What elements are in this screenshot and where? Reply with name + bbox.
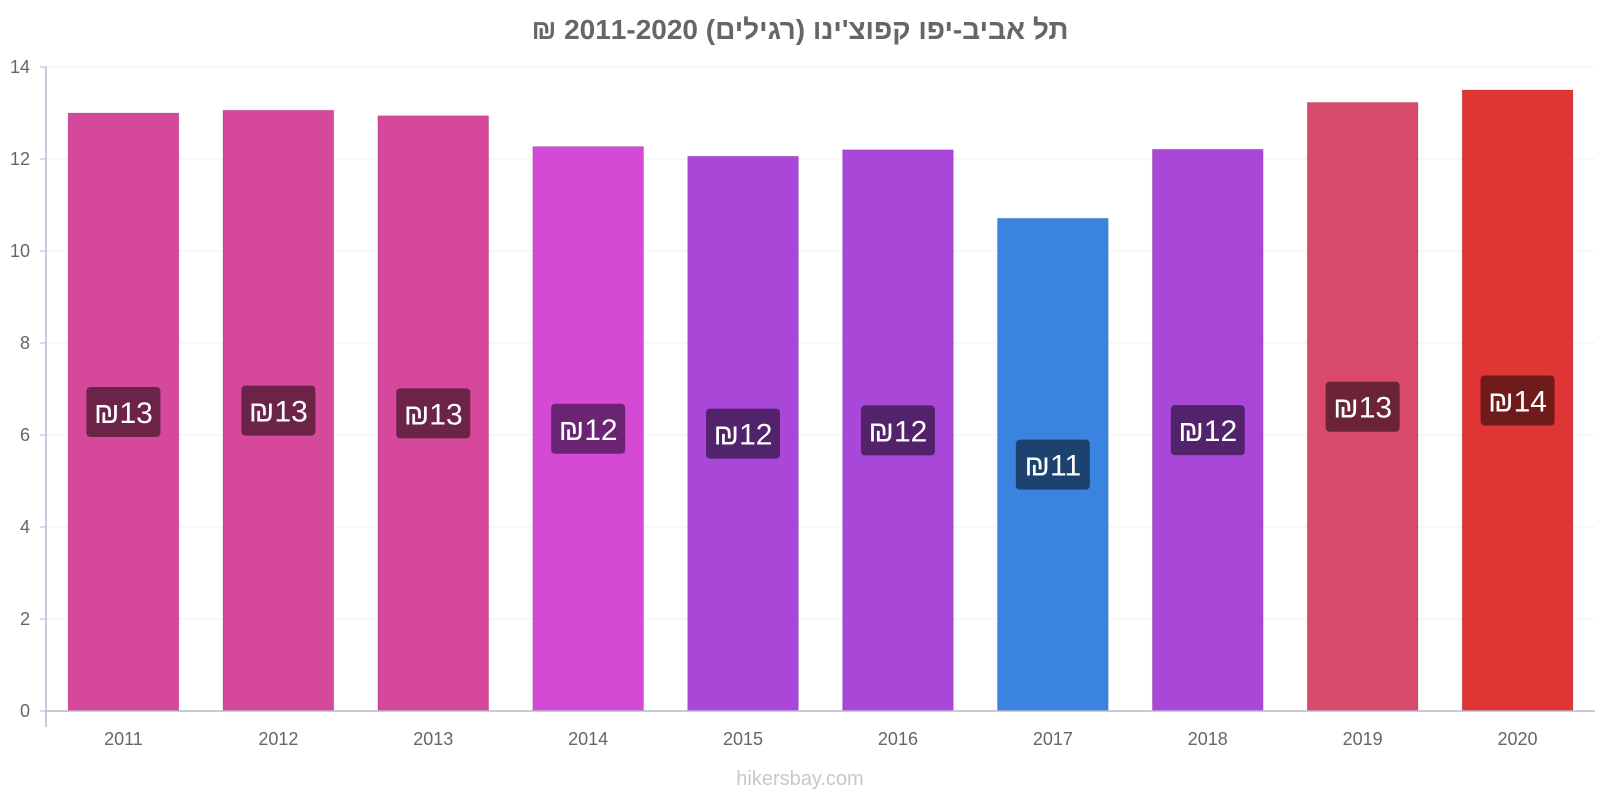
y-tick-label: 0 bbox=[20, 701, 30, 721]
data-label-box bbox=[860, 405, 935, 456]
x-tick-label: 2020 bbox=[1498, 729, 1538, 749]
data-label: ₪13 bbox=[404, 398, 463, 431]
x-tick-label: 2019 bbox=[1343, 729, 1383, 749]
data-label: ₪11 bbox=[1025, 450, 1082, 483]
x-tick-label: 2013 bbox=[413, 729, 453, 749]
data-label-box bbox=[1480, 375, 1555, 426]
x-tick-label: 2014 bbox=[568, 729, 608, 749]
y-tick-label: 6 bbox=[20, 425, 30, 445]
data-label-box bbox=[551, 403, 626, 454]
data-label: ₪13 bbox=[1333, 392, 1392, 425]
y-tick-label: 8 bbox=[20, 333, 30, 353]
data-label: ₪12 bbox=[1178, 415, 1237, 448]
y-tick-label: 12 bbox=[10, 149, 30, 169]
chart-title: תל אביב-יפו קפוצ'ינו (רגילים) 2011-2020 … bbox=[531, 14, 1069, 45]
data-label-box bbox=[1170, 405, 1245, 456]
data-label: ₪14 bbox=[1488, 386, 1547, 419]
data-label: ₪13 bbox=[249, 396, 308, 429]
watermark-text: hikersbay.com bbox=[736, 768, 864, 790]
data-label-box bbox=[86, 387, 161, 437]
y-tick-label: 14 bbox=[10, 57, 30, 77]
data-label: ₪12 bbox=[714, 419, 773, 452]
x-tick-label: 2015 bbox=[723, 729, 763, 749]
bar-value-labels: ₪13 ₪13 ₪13 ₪12 ₪12 ₪12 ₪11 ₪12 ₪13 ₪14 bbox=[86, 375, 1555, 490]
x-tick-label: 2012 bbox=[258, 729, 298, 749]
x-tick-label: 2017 bbox=[1033, 729, 1073, 749]
x-tick-label: 2018 bbox=[1188, 729, 1228, 749]
data-label-box bbox=[706, 408, 781, 459]
y-tick-label: 4 bbox=[20, 517, 30, 537]
data-label: ₪12 bbox=[869, 415, 928, 448]
data-label-box bbox=[1325, 381, 1400, 432]
data-label: ₪13 bbox=[94, 397, 153, 430]
data-label-box bbox=[1015, 439, 1090, 490]
y-tick-label: 10 bbox=[10, 241, 30, 261]
data-label-box bbox=[241, 385, 316, 436]
data-label-box bbox=[396, 388, 471, 439]
data-label: ₪12 bbox=[559, 414, 618, 447]
x-tick-label: 2016 bbox=[878, 729, 918, 749]
y-tick-label: 2 bbox=[20, 609, 30, 629]
x-tick-label: 2011 bbox=[104, 729, 143, 749]
axes: 0 2 4 6 8 10 12 14 2011 2012 2013 2014 2015 2016 2017 2… bbox=[10, 57, 1595, 749]
